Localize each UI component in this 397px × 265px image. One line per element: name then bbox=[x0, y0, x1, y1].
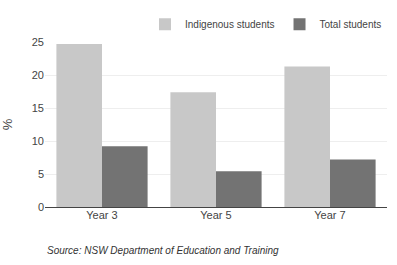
svg-text:Total students: Total students bbox=[320, 19, 382, 30]
svg-text:20: 20 bbox=[32, 69, 44, 81]
svg-text:%: % bbox=[0, 118, 15, 130]
svg-text:25: 25 bbox=[32, 36, 44, 48]
svg-text:Source: NSW Department of Educ: Source: NSW Department of Education and … bbox=[47, 245, 279, 256]
svg-text:0: 0 bbox=[38, 201, 44, 213]
svg-text:15: 15 bbox=[32, 102, 44, 114]
svg-text:10: 10 bbox=[32, 135, 44, 147]
svg-text:Year 5: Year 5 bbox=[200, 209, 231, 221]
svg-text:5: 5 bbox=[38, 168, 44, 180]
svg-text:Year 7: Year 7 bbox=[314, 209, 345, 221]
svg-text:Indigenous students: Indigenous students bbox=[185, 19, 275, 30]
svg-text:Year 3: Year 3 bbox=[86, 209, 117, 221]
